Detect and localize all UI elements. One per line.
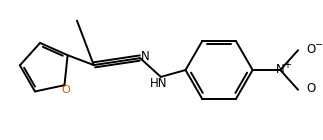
Text: N: N: [141, 50, 150, 63]
Text: HN: HN: [150, 77, 168, 90]
Text: O: O: [61, 85, 70, 95]
Text: −: −: [315, 40, 323, 50]
Text: O: O: [306, 82, 315, 95]
Text: +: +: [283, 60, 291, 70]
Text: O: O: [306, 43, 315, 56]
Text: N: N: [276, 63, 285, 75]
